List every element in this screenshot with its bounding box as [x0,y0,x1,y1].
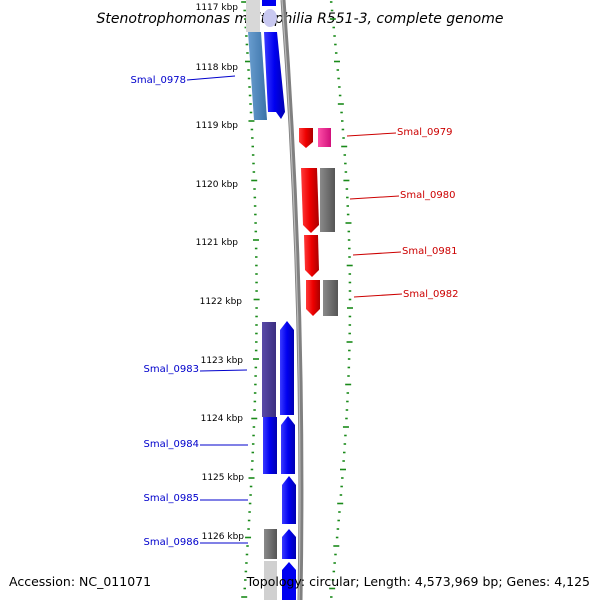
gene-label-smal-0981[interactable]: Smal_0981 [402,246,457,257]
feature-bar-top [262,0,276,6]
smal-0984-cds[interactable] [281,416,295,474]
smal-0984-homolog-block[interactable] [263,417,277,474]
kbp-label: 1120 kbp [196,180,239,190]
smal-0980-cds[interactable] [301,168,319,233]
forward-strand-features [299,128,338,316]
kbp-label: 1124 kbp [201,414,244,424]
gene-labels: Smal_0978 Smal_0979 Smal_0980 Smal_0981 … [131,75,459,548]
accession-text: Accession: NC_011071 [9,574,151,589]
kbp-label: 1122 kbp [200,297,243,307]
kbp-label: 1123 kbp [201,356,244,366]
smal-0981-cds[interactable] [304,235,319,277]
smal-0979-homolog-block[interactable] [318,128,331,147]
leader-line-smal-0982 [353,293,403,298]
backbone-highlight [281,0,301,600]
smal-0986-cds[interactable] [282,529,296,559]
gene-label-smal-0979[interactable]: Smal_0979 [397,127,452,138]
leader-line-smal-0981 [352,251,402,256]
leader-line-smal-0979 [346,132,397,137]
kbp-label: 1119 kbp [196,121,239,131]
gene-label-smal-0985[interactable]: Smal_0985 [144,493,199,504]
smal-0980-homolog-block[interactable] [320,168,335,232]
smal-0985-cds[interactable] [282,476,296,524]
feature-bar-top-fade [246,0,260,32]
gene-label-smal-0984[interactable]: Smal_0984 [144,439,199,450]
gc-content-track [241,1,353,598]
smal-0979-cds[interactable] [299,128,313,148]
gene-label-smal-0983[interactable]: Smal_0983 [144,364,199,375]
smal-0982-cds[interactable] [306,280,320,316]
reverse-strand-features [246,0,296,600]
gene-label-smal-0986[interactable]: Smal_0986 [144,537,199,548]
feature-marker-top [263,9,277,27]
smal-0978-cds[interactable] [264,32,285,119]
topology-text: Topology: circular; Length: 4,573,969 bp… [246,574,590,589]
kbp-label: 1118 kbp [196,63,239,73]
leader-line-smal-0983 [199,369,248,372]
leader-line-smal-0978 [186,75,236,81]
backbone-arc [280,0,304,600]
gene-label-smal-0980[interactable]: Smal_0980 [400,190,455,201]
leader-line-smal-0980 [349,195,400,200]
gene-label-smal-0982[interactable]: Smal_0982 [403,289,458,300]
smal-0982-homolog-block[interactable] [323,280,338,316]
smal-0986-homolog-block[interactable] [264,529,277,559]
smal-0983-homolog-block[interactable] [262,322,276,417]
smal-0983-cds[interactable] [280,321,294,415]
feature-bar-bottom-fade [264,561,277,600]
kbp-label: 1117 kbp [196,3,239,13]
kbp-label: 1121 kbp [196,238,239,248]
smal-0978-homolog-block[interactable] [248,32,267,120]
map-title: Stenotrophomonas maltophilia R551-3, com… [97,11,504,27]
kbp-label: 1126 kbp [202,532,245,542]
kbp-ruler: 1117 kbp 1118 kbp 1119 kbp 1120 kbp 1121… [196,3,245,542]
gene-label-smal-0978[interactable]: Smal_0978 [131,75,186,86]
kbp-label: 1125 kbp [202,473,245,483]
feature-bar-bottom [282,562,296,600]
